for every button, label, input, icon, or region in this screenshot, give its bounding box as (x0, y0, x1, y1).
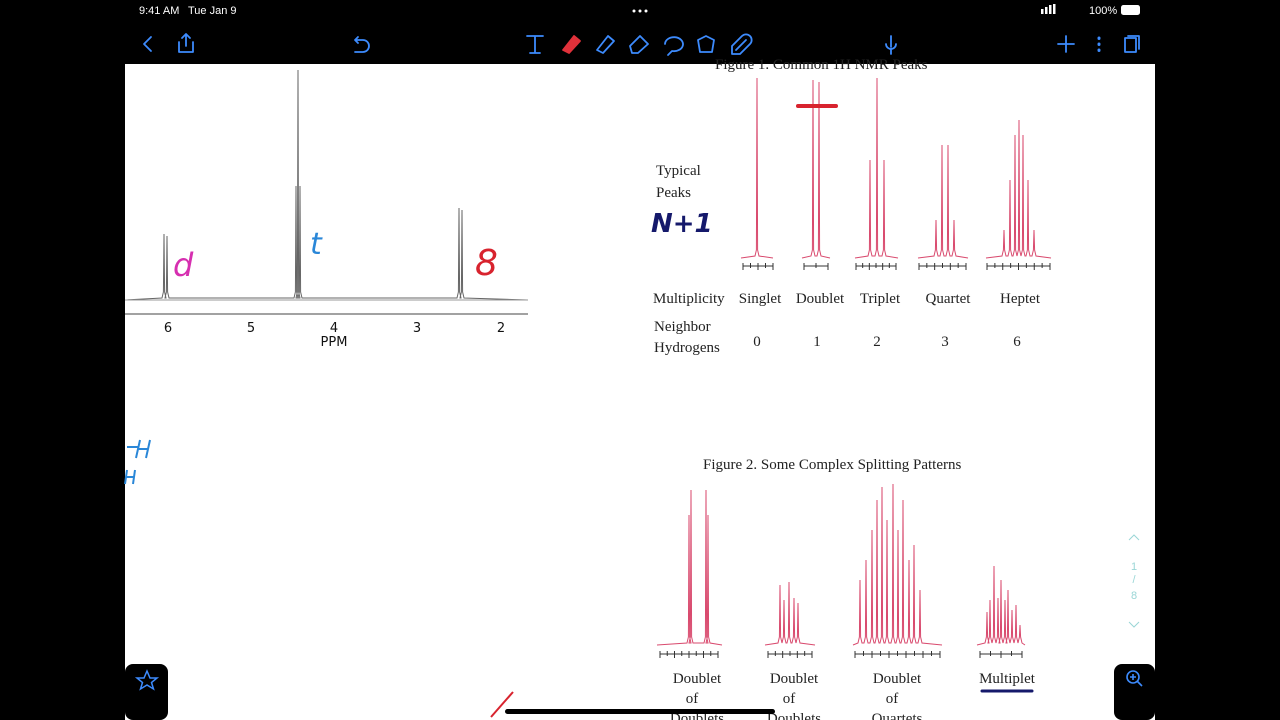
current-page: 1 (1131, 561, 1137, 573)
mic-button[interactable] (885, 35, 897, 55)
pen-tool[interactable] (562, 35, 581, 54)
peak-trace (124, 69, 529, 301)
peak-table: Singlet 0 Doublet 1 Triplet 2 Quartet 3 Heptet 6 (739, 291, 1041, 350)
neighbors-label-line: Hydrogens (654, 340, 720, 356)
pattern-label: Doublet (873, 671, 922, 687)
row-label-text: Typical (656, 163, 701, 179)
status-time: 9:41 AM (139, 5, 179, 17)
highlighter-tool[interactable] (596, 35, 615, 54)
pattern-label: Quartets (872, 711, 923, 720)
neighbor-count: 3 (941, 334, 949, 350)
multiplicity-label: Multiplicity (653, 291, 725, 307)
pattern-label: Doublet (673, 671, 722, 687)
undo-button[interactable] (354, 36, 370, 53)
peak-trace (852, 483, 943, 646)
pages-button[interactable] (1124, 35, 1140, 53)
handwriting: d (173, 246, 194, 284)
figure2-title: Figure 2. Some Complex Splitting Pattern… (703, 457, 961, 473)
share-button[interactable] (178, 33, 194, 53)
neighbor-count: 2 (873, 334, 881, 350)
tick-label: 5 (247, 321, 255, 336)
separator: / (1132, 574, 1136, 586)
pattern-label: of (686, 691, 699, 707)
handwriting: N+1 (651, 209, 713, 239)
neighbor-count: 6 (1013, 334, 1021, 350)
zoom-panel (1114, 664, 1155, 720)
multiplicity-name: Singlet (739, 291, 782, 307)
laser-tool[interactable] (731, 33, 753, 55)
row-label-text: Peaks (656, 185, 691, 201)
pattern-label: Doublets (767, 711, 821, 720)
status-icons (632, 4, 1056, 14)
add-page-button[interactable] (1057, 35, 1075, 53)
page-arrows[interactable] (1128, 534, 1140, 628)
tick-label: 2 (497, 321, 505, 336)
pattern-label: Doublet (770, 671, 819, 687)
multiplicity-name: Triplet (860, 291, 901, 307)
eraser-tool[interactable] (629, 35, 649, 54)
handwriting-stroke (490, 691, 514, 718)
favorite-button[interactable] (134, 669, 160, 691)
battery-level: 100% (1089, 5, 1117, 17)
row-label: Typical Peaks (656, 163, 701, 201)
text-tool[interactable] (526, 35, 544, 54)
lasso-tool[interactable] (664, 36, 684, 56)
page-indicator: 1 / 8 (1128, 534, 1140, 628)
toolbar (143, 33, 1140, 56)
handwriting-fragment (124, 439, 151, 485)
handwriting: t (310, 227, 323, 262)
neighbor-count: 1 (813, 334, 821, 350)
peak-trace (801, 79, 831, 259)
total-pages: 8 (1131, 590, 1137, 602)
multiplicity-name: Heptet (1000, 291, 1041, 307)
tick-label: 3 (413, 321, 421, 336)
pattern-label: Multiplet (979, 671, 1036, 687)
spectrum-ticks: 6 5 4 3 2 PPM (164, 321, 505, 350)
peak-trace (976, 565, 1026, 646)
figure1-title: Figure 1. Common 1H NMR Peaks (715, 57, 928, 73)
peak-trace (740, 77, 774, 259)
tick-label: 4 (330, 321, 338, 336)
back-button[interactable] (143, 36, 152, 52)
spectra (124, 69, 1052, 658)
neighbor-count: 0 (753, 334, 761, 350)
neighbors-label-line: Neighbor (654, 319, 711, 335)
peak-trace (854, 77, 899, 259)
pattern-label: of (783, 691, 796, 707)
multiplicity-name: Doublet (796, 291, 845, 307)
home-indicator (505, 709, 775, 714)
peak-trace (985, 119, 1052, 259)
pattern-label: Doublets (670, 711, 724, 720)
peak-trace (656, 489, 723, 646)
battery-icon (1121, 5, 1140, 15)
shapes-tool[interactable] (697, 35, 715, 53)
peak-trace (917, 144, 969, 259)
zoom-button[interactable] (1126, 670, 1143, 687)
axis-label: PPM (321, 335, 348, 350)
handwriting: 8 (475, 243, 498, 284)
tick-label: 6 (164, 321, 172, 336)
multiplicity-name: Quartet (926, 291, 972, 307)
document-page (125, 64, 1155, 720)
pattern-label: of (886, 691, 899, 707)
neighbors-label: Neighbor Hydrogens (654, 319, 720, 356)
pattern-labels: Doublet of Doublets Doublet of Doublets Double… (670, 671, 1036, 720)
status-date: Tue Jan 9 (188, 5, 237, 17)
peak-trace (764, 581, 816, 646)
